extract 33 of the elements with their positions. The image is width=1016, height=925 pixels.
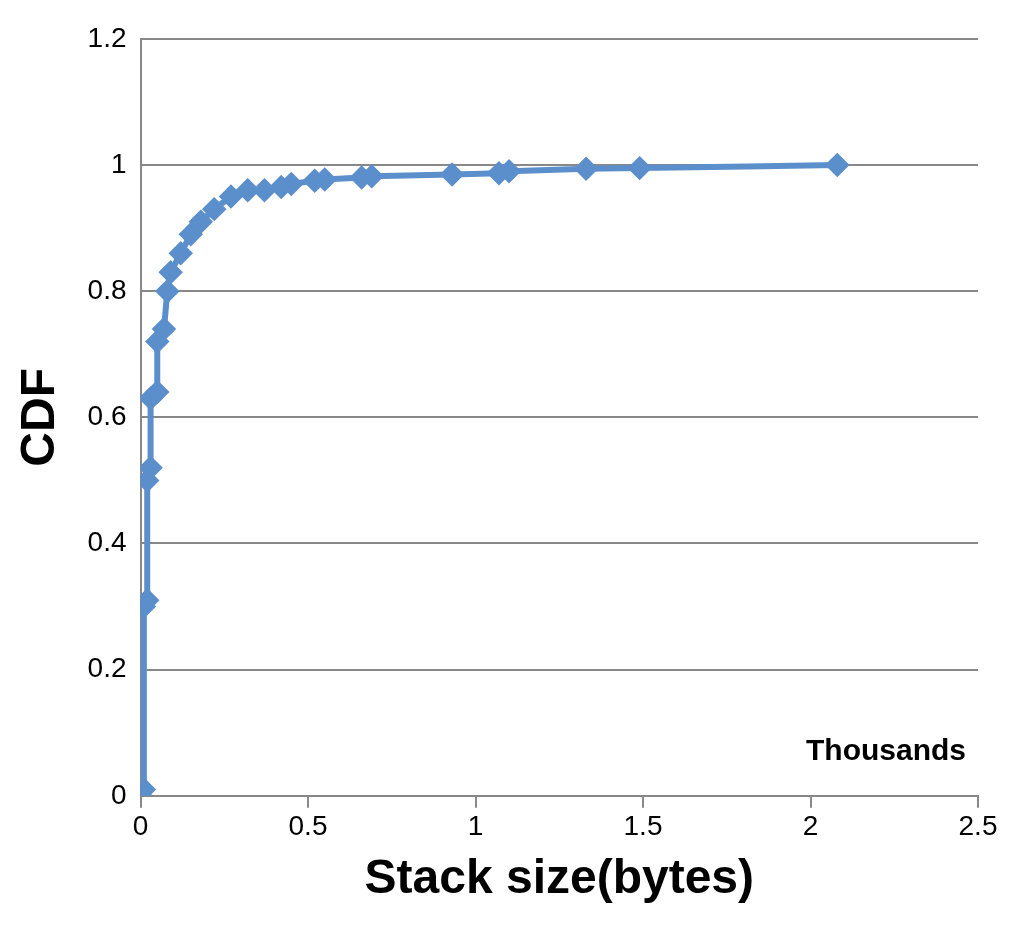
point xyxy=(169,242,192,265)
y-tick-label: 1.2 xyxy=(87,21,127,53)
point xyxy=(146,381,169,404)
point xyxy=(179,223,202,246)
y-axis-title: CDF xyxy=(11,367,65,467)
y-tick-label: 0 xyxy=(110,778,127,810)
point xyxy=(575,157,598,180)
y-tick-label: 0.6 xyxy=(87,400,127,432)
y-tick-label: 0.8 xyxy=(87,273,127,305)
point xyxy=(159,261,182,284)
point xyxy=(219,185,242,208)
point xyxy=(236,179,259,202)
x-tick-label: 2 xyxy=(802,810,819,842)
x-tick-label: 1.5 xyxy=(623,810,663,842)
point xyxy=(156,280,179,303)
point xyxy=(189,210,212,233)
x-tick-label: 0 xyxy=(132,810,149,842)
point xyxy=(140,456,162,479)
x-tick-label: 1 xyxy=(467,810,484,842)
point xyxy=(203,198,226,221)
y-tick-label: 0.4 xyxy=(87,526,127,558)
point xyxy=(628,157,651,180)
point xyxy=(253,179,276,202)
point xyxy=(146,330,169,353)
y-tick-label: 0.2 xyxy=(87,652,127,684)
point xyxy=(441,163,464,186)
point xyxy=(152,317,175,340)
x-tick-label: 0.5 xyxy=(288,810,328,842)
point xyxy=(826,153,849,176)
x-tick-label: 2.5 xyxy=(958,810,998,842)
x-axis-title: Stack size(bytes) xyxy=(364,850,755,904)
y-tick-label: 1 xyxy=(110,147,127,179)
annotation: Thousands xyxy=(805,732,966,766)
